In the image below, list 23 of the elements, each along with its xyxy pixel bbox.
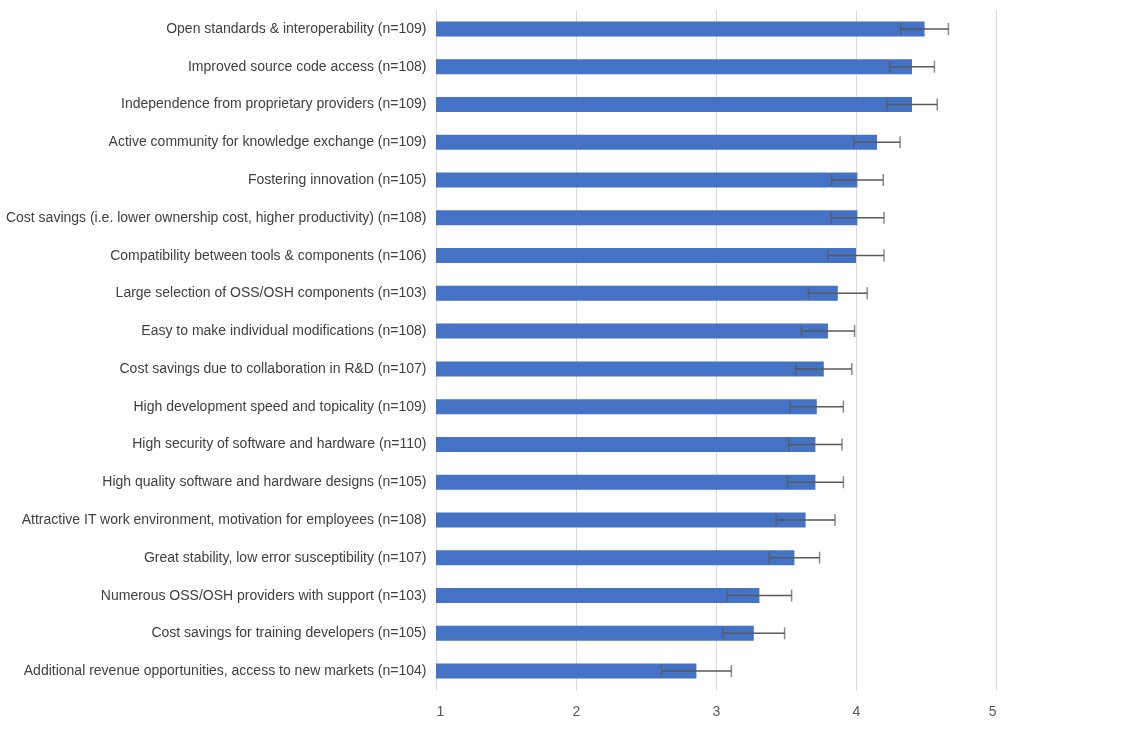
y-tick-label: Additional revenue opportunities, access to new markets (n=104)	[23, 662, 427, 679]
y-tick-label: Cost savings for training developers (n=105)	[151, 624, 427, 641]
y-tick-label: Compatibility between tools & components (n=106)	[110, 246, 427, 263]
y-tick-label: Fostering innovation (n=105)	[247, 171, 427, 187]
y-tick-label: Cost savings (i.e. lower ownership cost, higher productivity) (n=108)	[5, 208, 427, 225]
x-tick-label: 2	[572, 702, 581, 719]
x-tick-label: 4	[852, 702, 861, 719]
y-tick-label: Numerous OSS/OSH providers with support (n=103)	[100, 586, 427, 603]
y-tick-label: Easy to make individual modifications (n=108)	[141, 322, 427, 339]
y-tick-label: Improved source code access (n=108)	[187, 57, 427, 74]
y-tick-label: High quality software and hardware designs (n=105)	[102, 473, 427, 490]
x-tick-label: 5	[988, 702, 997, 719]
y-tick-label: Independence from proprietary providers (n=109)	[121, 95, 427, 112]
x-tick-label: 1	[436, 702, 445, 719]
y-tick-label: High security of software and hardware (n=110)	[132, 435, 427, 452]
x-tick-label: 3	[712, 702, 721, 719]
y-tick-label: Attractive IT work environment, motivation for employees (n=108)	[21, 511, 427, 527]
y-tick-label: Large selection of OSS/OSH components (n=103)	[115, 284, 427, 301]
y-tick-label: Open standards & interoperability (n=109)	[166, 19, 427, 36]
y-tick-label: Active community for knowledge exchange (n=109)	[108, 133, 427, 150]
y-tick-label: Cost savings due to collaboration in R&D (n=107)	[119, 359, 427, 376]
y-tick-label: Great stability, low error susceptibility (n=107)	[143, 548, 427, 565]
y-tick-label: High development speed and topicality (n=109)	[133, 397, 427, 414]
